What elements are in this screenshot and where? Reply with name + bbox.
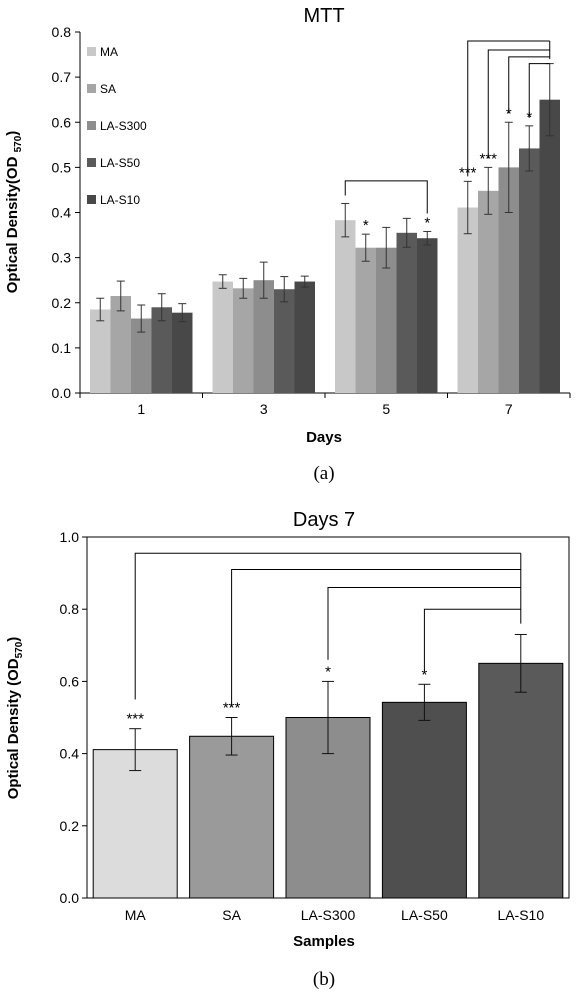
- chart-a-x-tick-label: 3: [260, 401, 268, 417]
- chart-b-significance-label: ***: [126, 711, 144, 728]
- chart-a-legend-label: LA-S300: [100, 119, 147, 133]
- chart-a-y-axis-label: Optical Density(OD 570): [4, 131, 24, 294]
- chart-b-significance-label: *: [325, 663, 331, 680]
- chart-a-legend-swatch: [87, 195, 96, 204]
- chart-b-title: Days 7: [293, 509, 355, 531]
- chart-a-title: MTT: [303, 5, 344, 27]
- chart-a-bar: [335, 220, 356, 393]
- chart-b-y-tick-label: 1.0: [60, 529, 80, 545]
- chart-a-legend-label: LA-S50: [100, 156, 140, 170]
- chart-a-significance-label: ***: [479, 150, 497, 167]
- chart-a-bar: [131, 318, 152, 393]
- chart-a-bar: [355, 247, 376, 393]
- chart-b-x-tick-label: SA: [222, 907, 241, 923]
- chart-b-x-tick-label: MA: [125, 907, 147, 923]
- chart-a-significance-bracket: [528, 63, 550, 118]
- chart-b-significance-bracket: [423, 608, 521, 671]
- chart-a-bar: [539, 99, 560, 393]
- chart-a-y-axis-label-end: ): [4, 131, 21, 136]
- chart-b-y-tick-label: 0.0: [60, 890, 80, 906]
- chart-b-y-axis-label-end: ): [5, 637, 22, 642]
- chart-a: MTT Days Optical Density(OD 570) (a) 0.0…: [4, 5, 571, 484]
- chart-a-legend-label: MA: [100, 45, 118, 59]
- chart-a-y-tick-label: 0.7: [52, 69, 72, 85]
- chart-b-significance-label: ***: [223, 700, 241, 717]
- chart-b-x-tick-label: LA-S50: [401, 907, 448, 923]
- chart-b-y-tick-label: 0.6: [60, 673, 80, 689]
- chart-a-significance-label: *: [363, 217, 369, 234]
- chart-a-plot-area: 0.00.10.20.30.40.50.60.70.81 3 5 7* ********…: [52, 24, 571, 417]
- chart-a-x-tick-label: 5: [382, 401, 390, 417]
- chart-a-y-tick-label: 0.8: [52, 24, 72, 40]
- chart-b-y-axis-label-sub: 570: [14, 641, 25, 658]
- chart-a-y-tick-label: 0.1: [52, 340, 72, 356]
- chart-a-legend-label: SA: [100, 82, 116, 96]
- chart-b-bar: [189, 735, 275, 899]
- chart-a-bar: [151, 307, 172, 393]
- chart-b-y-tick-label: 0.8: [60, 601, 80, 617]
- chart-a-legend-swatch: [87, 84, 96, 93]
- chart-a-y-axis-label-main: Optical Density(OD: [4, 152, 21, 293]
- chart-a-bar: [519, 148, 540, 393]
- chart-b-plot-area: 0.0 0.2 0.4 0.6 0.8 1.0 MA SA LA-S300 LA-S50 LA-S1…: [60, 529, 570, 923]
- chart-a-significance-label: *: [424, 214, 430, 231]
- chart-a-bar: [376, 247, 397, 393]
- chart-a-significance-bracket: [508, 56, 550, 114]
- chart-a-significance-label: *: [506, 105, 512, 122]
- chart-a-x-axis-label: Days: [306, 429, 342, 446]
- chart-b-bar: [92, 749, 178, 899]
- chart-a-legend-swatch: [87, 121, 96, 130]
- chart-a-y-tick-label: 0.0: [52, 385, 72, 401]
- chart-b-significance-bracket: [134, 552, 521, 700]
- chart-a-y-tick-label: 0.6: [52, 114, 72, 130]
- chart-a-bar: [212, 281, 233, 393]
- chart-a-x-tick-label: 1: [137, 401, 145, 417]
- chart-a-bar: [172, 312, 193, 393]
- chart-b-significance-bracket: [231, 568, 521, 707]
- chart-a-significance-bracket: [467, 40, 550, 177]
- chart-a-bar: [457, 207, 478, 393]
- chart-a-y-tick-label: 0.4: [52, 205, 72, 221]
- chart-b-x-axis-label: Samples: [293, 933, 355, 950]
- chart-b-x-tick-label: LA-S300: [301, 907, 356, 923]
- chart-a-y-tick-label: 0.2: [52, 295, 72, 311]
- chart-a-y-axis-label-sub: 570: [13, 135, 24, 152]
- chart-a-bar: [294, 281, 315, 393]
- chart-a-x-tick-label: 7: [505, 401, 513, 417]
- chart-b-significance-label: *: [421, 666, 427, 683]
- chart-a-legend-label: LA-S10: [100, 193, 140, 207]
- chart-b: Days 7 Samples Optical Density (OD570) (…: [5, 509, 570, 990]
- chart-a-bar: [478, 190, 499, 393]
- chart-b-y-tick-label: 0.4: [60, 746, 80, 762]
- chart-a-y-tick-label: 0.5: [52, 159, 72, 175]
- chart-b-y-axis-label: Optical Density (OD570): [5, 637, 25, 800]
- chart-a-significance-bracket: [344, 180, 428, 214]
- chart-a-bar: [110, 295, 131, 393]
- chart-a-bar: [253, 280, 274, 393]
- chart-a-significance-bracket: [487, 49, 550, 159]
- chart-a-bar: [498, 167, 519, 393]
- chart-a-bar: [233, 288, 254, 393]
- chart-a-caption: (a): [313, 463, 334, 484]
- chart-b-caption: (b): [313, 969, 335, 990]
- chart-b-y-tick-label: 0.2: [60, 818, 80, 834]
- chart-a-y-tick-label: 0.3: [52, 250, 72, 266]
- chart-b-bar: [478, 662, 564, 899]
- chart-b-significance-bracket: [327, 587, 521, 660]
- chart-a-legend-swatch: [87, 158, 96, 167]
- chart-a-bar: [90, 309, 111, 393]
- chart-a-bar: [417, 238, 438, 393]
- chart-b-x-tick-label: LA-S10: [497, 907, 544, 923]
- chart-a-bar: [396, 232, 417, 393]
- chart-b-y-axis-label-main: Optical Density (OD: [5, 658, 22, 799]
- chart-a-bar: [274, 289, 295, 393]
- chart-b-bar: [381, 701, 467, 899]
- chart-a-legend-swatch: [87, 47, 96, 56]
